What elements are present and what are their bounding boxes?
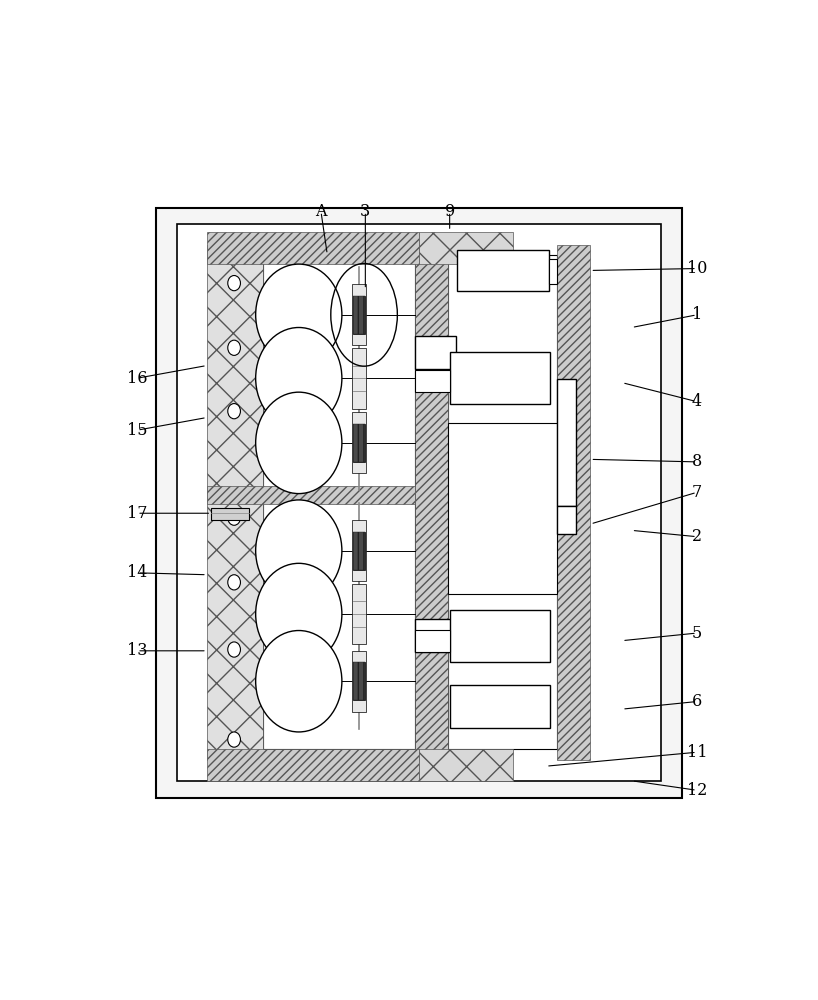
Bar <box>177 224 662 781</box>
Text: 12: 12 <box>686 782 707 799</box>
Bar <box>420 232 513 264</box>
Text: 7: 7 <box>692 484 702 501</box>
Bar <box>450 610 550 662</box>
Text: 15: 15 <box>127 422 147 439</box>
Text: 17: 17 <box>127 505 147 522</box>
Ellipse shape <box>256 631 342 732</box>
Text: 4: 4 <box>692 393 702 410</box>
Ellipse shape <box>256 327 342 429</box>
Text: A: A <box>315 203 326 220</box>
Bar <box>353 662 366 700</box>
Bar <box>207 232 420 264</box>
Bar <box>450 685 550 728</box>
Bar <box>557 379 577 506</box>
Bar <box>420 749 513 781</box>
Bar <box>450 352 550 404</box>
Bar <box>263 255 415 749</box>
Bar <box>156 208 682 798</box>
Bar <box>353 296 366 334</box>
Bar <box>549 259 557 284</box>
Bar <box>353 424 366 462</box>
Text: 14: 14 <box>127 564 147 581</box>
Bar <box>207 245 263 760</box>
Ellipse shape <box>256 264 342 366</box>
Ellipse shape <box>227 732 240 747</box>
Text: 16: 16 <box>127 370 147 387</box>
Text: 3: 3 <box>360 203 371 220</box>
Ellipse shape <box>227 575 240 590</box>
Ellipse shape <box>227 510 240 525</box>
Text: 6: 6 <box>692 693 702 710</box>
Bar <box>207 486 415 504</box>
Bar <box>557 245 591 760</box>
Ellipse shape <box>227 340 240 355</box>
Text: 13: 13 <box>127 642 147 659</box>
Bar <box>352 651 366 712</box>
Bar <box>352 348 366 409</box>
Ellipse shape <box>256 392 342 494</box>
Bar <box>353 424 366 462</box>
Bar <box>557 506 577 534</box>
Text: 10: 10 <box>686 260 707 277</box>
Bar <box>352 584 366 644</box>
Bar <box>415 336 456 369</box>
Text: 11: 11 <box>686 744 707 761</box>
Bar <box>415 630 450 652</box>
Text: 9: 9 <box>444 203 455 220</box>
Text: 5: 5 <box>692 625 702 642</box>
Bar <box>415 370 450 392</box>
Bar <box>353 532 366 570</box>
Bar <box>447 255 557 749</box>
Ellipse shape <box>256 563 342 665</box>
Bar <box>353 296 366 334</box>
Ellipse shape <box>227 404 240 419</box>
Ellipse shape <box>227 276 240 291</box>
Bar <box>352 284 366 345</box>
Bar <box>415 245 447 760</box>
Text: 1: 1 <box>692 306 702 323</box>
Bar <box>352 412 366 473</box>
Bar <box>353 532 366 570</box>
Bar <box>211 508 249 520</box>
Bar <box>207 749 420 781</box>
Ellipse shape <box>227 642 240 657</box>
Ellipse shape <box>256 500 342 601</box>
Text: 8: 8 <box>692 453 702 470</box>
Bar <box>447 423 557 594</box>
Bar <box>457 250 549 291</box>
Bar <box>415 619 456 652</box>
Bar <box>353 662 366 700</box>
Text: 2: 2 <box>692 528 702 545</box>
Bar <box>352 520 366 581</box>
